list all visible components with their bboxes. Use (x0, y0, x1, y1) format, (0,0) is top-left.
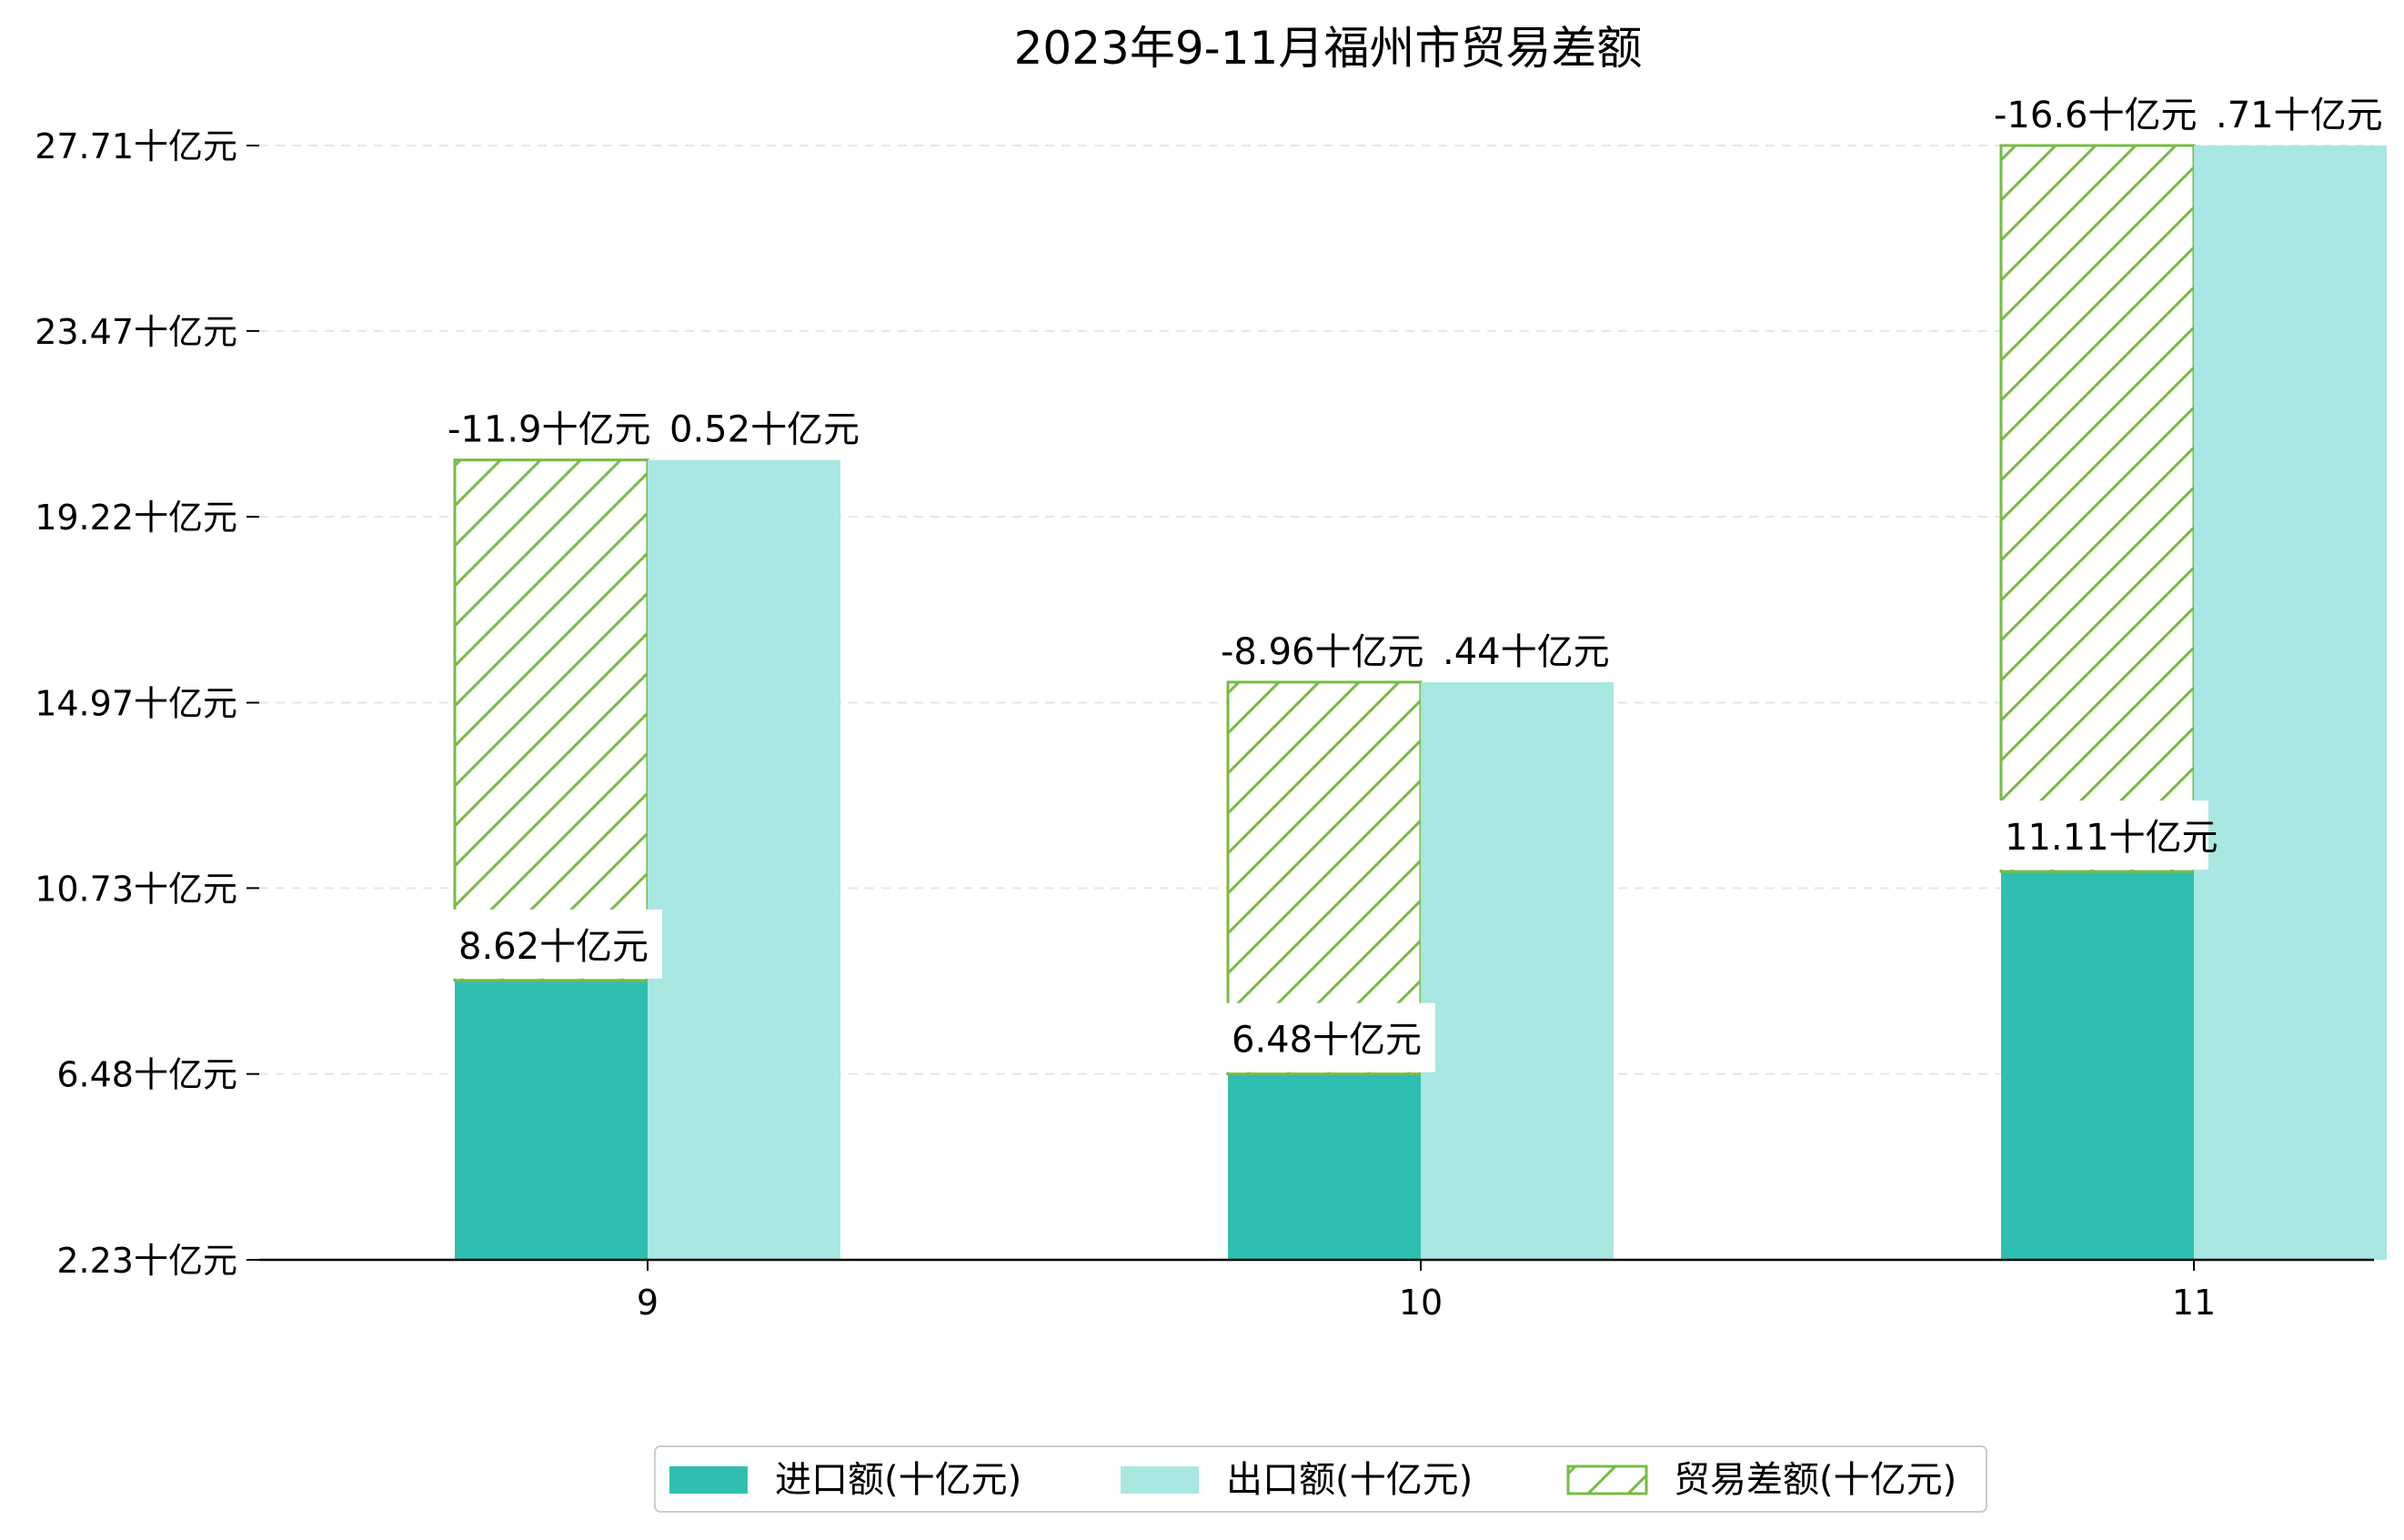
export-bar (2194, 146, 2387, 1260)
export-value-label: .44十亿元 (1443, 631, 1610, 673)
chart-title: 2023年9-11月福州市贸易差额 (1014, 22, 1643, 75)
trade-balance-bar (1999, 144, 2196, 873)
balance-label-bg (1219, 621, 1430, 680)
legend-label: 出口额(十亿元) (1226, 1459, 1473, 1501)
import-value-label: 11.11十亿元 (2005, 817, 2218, 859)
bars (453, 144, 2387, 1260)
x-tick-label: 10 (1399, 1283, 1443, 1323)
legend-swatch (1566, 1465, 1648, 1495)
balance-label-bg (1992, 86, 2203, 144)
legend-label: 进口额(十亿元) (775, 1459, 1021, 1501)
balance-value-label: -8.96十亿元 (1221, 631, 1424, 673)
import-bar (1228, 1073, 1421, 1260)
trade-balance-bar (453, 458, 649, 982)
balance-value-label: -11.9十亿元 (448, 409, 651, 451)
x-tick-label: 11 (2172, 1283, 2216, 1323)
axes: 2.23十亿元 6.48十亿元 10.73十亿元 14.97十亿元 19.22十亿元 23… (35, 126, 2374, 1323)
import-label-bg (449, 909, 662, 979)
x-tick-label: 9 (637, 1283, 659, 1323)
legend-swatch (669, 1466, 748, 1494)
export-bar (648, 459, 840, 1260)
import-bar (455, 980, 648, 1260)
export-value-label: 0.52十亿元 (669, 409, 860, 451)
import-bar (2001, 871, 2194, 1260)
import-label-bg (1222, 1002, 1435, 1072)
import-label-bg (1996, 800, 2208, 871)
legend: 进口额(十亿元) 出口额(十亿元) 贸易差额(十亿元) (654, 1445, 1987, 1513)
y-tick-label: 6.48十亿元 (56, 1055, 237, 1095)
import-value-label: 6.48十亿元 (1232, 1020, 1422, 1062)
y-tick-label: 23.47十亿元 (35, 312, 237, 352)
export-bar (1421, 681, 1614, 1260)
legend-label: 贸易差额(十亿元) (1674, 1459, 1956, 1501)
legend-box (654, 1445, 1987, 1513)
legend-swatch (1121, 1466, 1199, 1494)
y-tick-label: 2.23十亿元 (56, 1241, 237, 1281)
y-tick-label: 14.97十亿元 (35, 684, 237, 724)
import-value-label: 8.62十亿元 (458, 926, 649, 968)
export-value-label: .71十亿元 (2216, 95, 2383, 136)
y-tick-label: 10.73十亿元 (35, 869, 237, 909)
y-tick-label: 19.22十亿元 (35, 498, 237, 538)
y-tick-label: 27.71十亿元 (35, 126, 237, 166)
balance-label-bg (446, 399, 657, 458)
data-labels: 8.62十亿元 -11.9十亿元 0.52十亿元 6.48十亿元 -8.96十亿元 .44… (446, 86, 2383, 1072)
balance-value-label: -16.6十亿元 (1994, 95, 2198, 136)
